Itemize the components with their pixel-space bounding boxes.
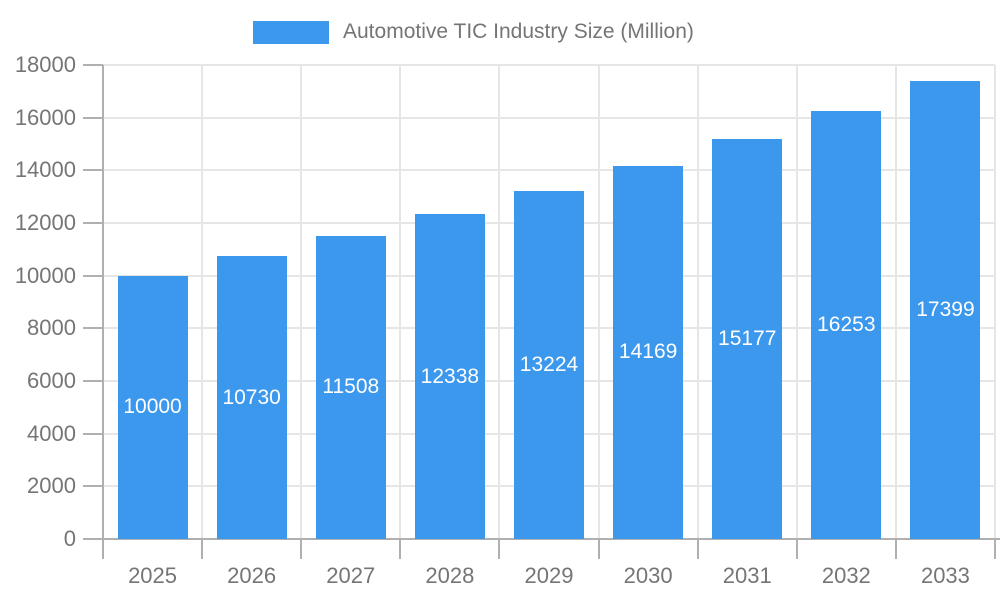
bar-value-label: 16253 [817, 313, 876, 336]
x-axis-label: 2028 [425, 563, 475, 588]
x-tick [498, 539, 501, 559]
x-axis-label: 2027 [326, 563, 376, 588]
y-tick [83, 538, 103, 540]
bar-2032[interactable] [811, 111, 882, 539]
x-tick [994, 539, 996, 559]
x-tick [894, 539, 897, 559]
y-axis-label: 2000 [27, 473, 76, 499]
bar-2026[interactable] [216, 256, 287, 539]
x-gridline [300, 65, 303, 539]
y-axis-label: 6000 [27, 368, 76, 393]
y-axis-label: 0 [63, 526, 76, 551]
legend-label: Automotive TIC Industry Size (Million) [343, 20, 694, 43]
x-tick [696, 539, 699, 559]
y-tick [83, 274, 103, 277]
y-axis-label: 18000 [14, 52, 76, 77]
y-gridline [103, 116, 995, 119]
y-tick [83, 432, 103, 435]
y-axis-label: 4000 [27, 420, 76, 446]
x-gridline [696, 65, 699, 539]
x-gridline [894, 65, 897, 539]
legend-swatch-icon [253, 20, 329, 44]
x-axis-label: 2025 [128, 563, 178, 588]
bar-2033[interactable] [910, 80, 981, 539]
y-axis-label: 12000 [14, 210, 76, 235]
bar-value-label: 17399 [916, 297, 975, 321]
x-tick [399, 539, 402, 559]
y-gridline [103, 169, 995, 172]
bar-2027[interactable] [315, 235, 386, 539]
x-gridline [399, 65, 402, 539]
x-tick [102, 539, 104, 559]
x-tick [597, 539, 600, 559]
x-axis-line [103, 538, 1000, 540]
x-axis-label: 2033 [920, 563, 970, 588]
x-gridline [498, 65, 501, 539]
y-gridline [103, 64, 995, 66]
x-gridline [994, 65, 996, 539]
bar-value-label: 10000 [123, 395, 182, 419]
x-gridline [201, 65, 204, 539]
y-tick [83, 169, 103, 172]
legend-item[interactable]: Automotive TIC Industry Size (Million) [253, 20, 694, 44]
bar-value-label: 12338 [420, 364, 480, 388]
x-axis-label: 2029 [524, 563, 574, 588]
y-axis-label: 16000 [14, 104, 76, 130]
bar-value-label: 11508 [322, 375, 380, 399]
y-axis-label: 10000 [14, 262, 76, 288]
y-axis-label: 8000 [27, 315, 76, 341]
x-gridline [597, 65, 600, 539]
y-tick [83, 327, 103, 330]
y-tick [83, 222, 103, 224]
y-axis-line [102, 65, 104, 539]
x-tick [795, 539, 798, 559]
y-axis-label: 14000 [14, 157, 76, 183]
bar-2028[interactable] [414, 214, 485, 539]
y-tick [83, 380, 103, 382]
x-axis-label: 2031 [722, 563, 772, 588]
x-gridline [795, 65, 798, 539]
x-axis-label: 2030 [623, 563, 673, 588]
x-tick [300, 539, 303, 559]
bar-value-label: 10730 [222, 385, 281, 409]
bar-2025[interactable] [117, 275, 188, 539]
y-tick [83, 485, 103, 488]
bar-value-label: 15177 [718, 327, 777, 351]
bar-value-label: 14169 [618, 340, 678, 364]
y-tick [83, 64, 103, 66]
bar-2031[interactable] [712, 139, 783, 539]
bar-2030[interactable] [613, 165, 684, 539]
y-tick [83, 116, 103, 119]
x-axis-label: 2026 [227, 563, 277, 588]
bar-value-label: 13224 [519, 352, 579, 376]
bar-2029[interactable] [514, 190, 584, 539]
x-tick [201, 539, 204, 559]
x-axis-label: 2032 [821, 563, 871, 588]
